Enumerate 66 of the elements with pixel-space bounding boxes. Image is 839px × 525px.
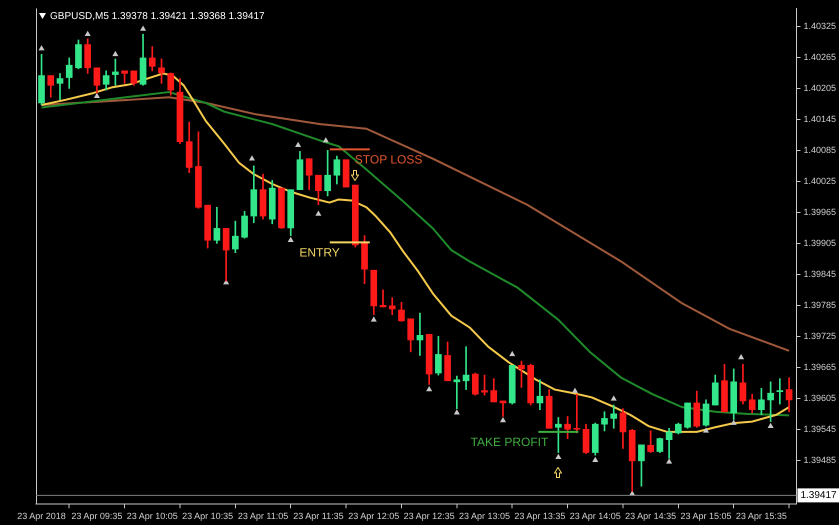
point (295, 142, 301, 148)
candlestick (380, 290, 386, 308)
y-tick-label: 1.40025 (803, 176, 836, 186)
point (592, 457, 598, 462)
x-tick-label: 23 Apr 12:35 (404, 511, 455, 522)
candlestick (500, 400, 506, 417)
y-tick-label: 1.39605 (803, 392, 836, 403)
candlestick (416, 312, 424, 356)
candlestick (158, 58, 165, 84)
point (500, 418, 506, 422)
y-tick-label: 1.39785 (803, 300, 836, 310)
x-tick-label: 23 Apr 10:35 (182, 511, 234, 522)
y-tick-label: 1.40085 (803, 144, 836, 155)
point (454, 410, 460, 415)
point (94, 93, 100, 98)
point (371, 316, 376, 322)
candlestick (462, 346, 470, 390)
x-tick-label: 23 Apr 12:05 (348, 511, 400, 522)
y-tick-label: 1.39545 (803, 424, 836, 434)
point (556, 454, 562, 459)
y-tick-label: 1.40325 (803, 20, 836, 31)
ref-line-label: 1.39417 (800, 490, 838, 502)
y-tick-label: 1.40265 (803, 52, 836, 62)
x-tick-label: 23 Apr 11:35 (293, 511, 344, 522)
x-tick-label: 23 Apr 2018 (17, 511, 66, 522)
point (572, 388, 578, 393)
y-tick-label: 1.39485 (803, 454, 836, 465)
x-tick-label: 23 Apr 14:35 (625, 511, 676, 522)
point (731, 420, 736, 425)
point (249, 156, 255, 160)
point (611, 396, 616, 401)
x-tick-label: 23 Apr 13:05 (459, 511, 510, 522)
y-tick-label: 1.39965 (803, 206, 836, 217)
y-tick-label: 1.39725 (803, 330, 836, 341)
x-tick-label: 23 Apr 15:05 (680, 511, 732, 522)
x-tick-label: 23 Apr 09:35 (71, 511, 122, 522)
y-tick-label: 1.40205 (803, 82, 836, 93)
x-tick-label: 23 Apr 13:35 (514, 511, 566, 522)
point (288, 237, 294, 242)
candlestick (56, 73, 64, 100)
point (323, 138, 328, 142)
point (426, 386, 432, 392)
point (768, 423, 774, 428)
point (510, 351, 515, 356)
y-tick-label: 1.39845 (803, 268, 836, 279)
x-tick-label: 23 Apr 10:05 (126, 511, 178, 522)
point (316, 210, 322, 216)
point (738, 354, 744, 360)
x-tick-label: 23 Apr 14:05 (570, 511, 621, 522)
annotation: TAKE PROFIT (470, 435, 550, 450)
chart-title: GBPUSD,M5 1.39378 1.39421 1.39368 1.39417 (50, 11, 266, 22)
y-tick-label: 1.39665 (803, 362, 836, 372)
point (703, 428, 709, 433)
candlestick (518, 360, 525, 388)
x-tick-label: 23 Apr 11:05 (238, 511, 288, 522)
candlestick (481, 374, 488, 396)
point (666, 458, 672, 464)
x-tick-label: 23 Apr 15:35 (736, 511, 787, 522)
y-tick-label: 1.39905 (803, 238, 836, 248)
point (38, 46, 44, 50)
point (140, 26, 146, 31)
annotation: STOP LOSS (354, 152, 422, 167)
point (85, 31, 90, 36)
point (112, 51, 118, 56)
annotation: ENTRY (299, 246, 340, 260)
y-tick-label: 1.40145 (803, 114, 836, 124)
